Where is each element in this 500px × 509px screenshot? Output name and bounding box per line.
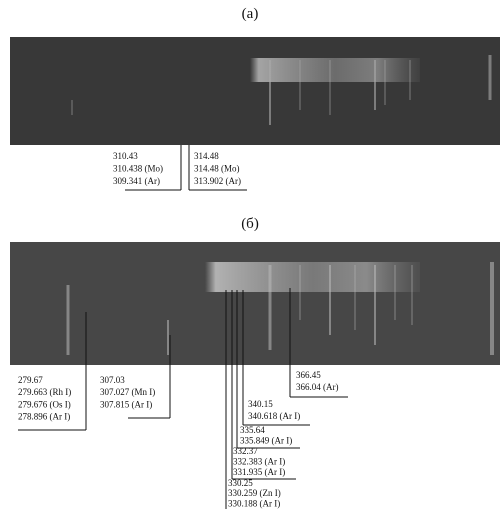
annotation-text: 279.676 (Os I) xyxy=(18,399,71,409)
emission-band xyxy=(250,58,420,82)
spectrum-image xyxy=(10,242,500,365)
annotation-text: 330.188 (Ar I) xyxy=(228,498,280,508)
annotation-text: 307.03 xyxy=(100,375,125,385)
annotation-text: 330.259 (Zn I) xyxy=(228,488,281,498)
emission-band xyxy=(205,262,420,292)
panel-label: (а) xyxy=(242,6,259,22)
spectral-lines xyxy=(66,262,494,355)
annotation-text: 330.25 xyxy=(228,478,253,488)
annotation-text: 332.383 (Ar I) xyxy=(233,457,285,467)
annotation-text: 279.67 xyxy=(18,375,43,385)
annotation-text: 310.43 xyxy=(113,151,138,161)
annotation-text: 366.45 xyxy=(296,370,321,380)
annotation-text: 313.902 (Ar) xyxy=(194,176,241,186)
annotation-text: 279.663 (Rh I) xyxy=(18,387,71,397)
annotation-text: 340.15 xyxy=(248,399,273,409)
annotation-text: 307.815 (Ar I) xyxy=(100,399,152,409)
annotation-text: 278.896 (Ar I) xyxy=(18,412,70,422)
spectrum-image xyxy=(10,37,500,145)
spectral-lines xyxy=(71,55,492,125)
annotation-text: 366.04 (Ar) xyxy=(296,382,339,392)
panel-label: (б) xyxy=(241,216,259,232)
annotation-text: 307.027 (Mn I) xyxy=(100,387,155,397)
annotation-text: 314.48 (Mo) xyxy=(194,164,240,174)
annotation-text: 335.64 xyxy=(240,425,265,435)
annotation-text: 331.935 (Ar I) xyxy=(233,467,285,477)
annotation-text: 335.849 (Ar I) xyxy=(240,436,292,446)
annotation-text: 310.438 (Mo) xyxy=(113,164,163,174)
annotation-text: 314.48 xyxy=(194,151,219,161)
annotation-text: 309.341 (Ar) xyxy=(113,176,160,186)
annotation-text: 332.37 xyxy=(233,446,258,456)
annotation-text: 340.618 (Ar I) xyxy=(248,411,300,421)
